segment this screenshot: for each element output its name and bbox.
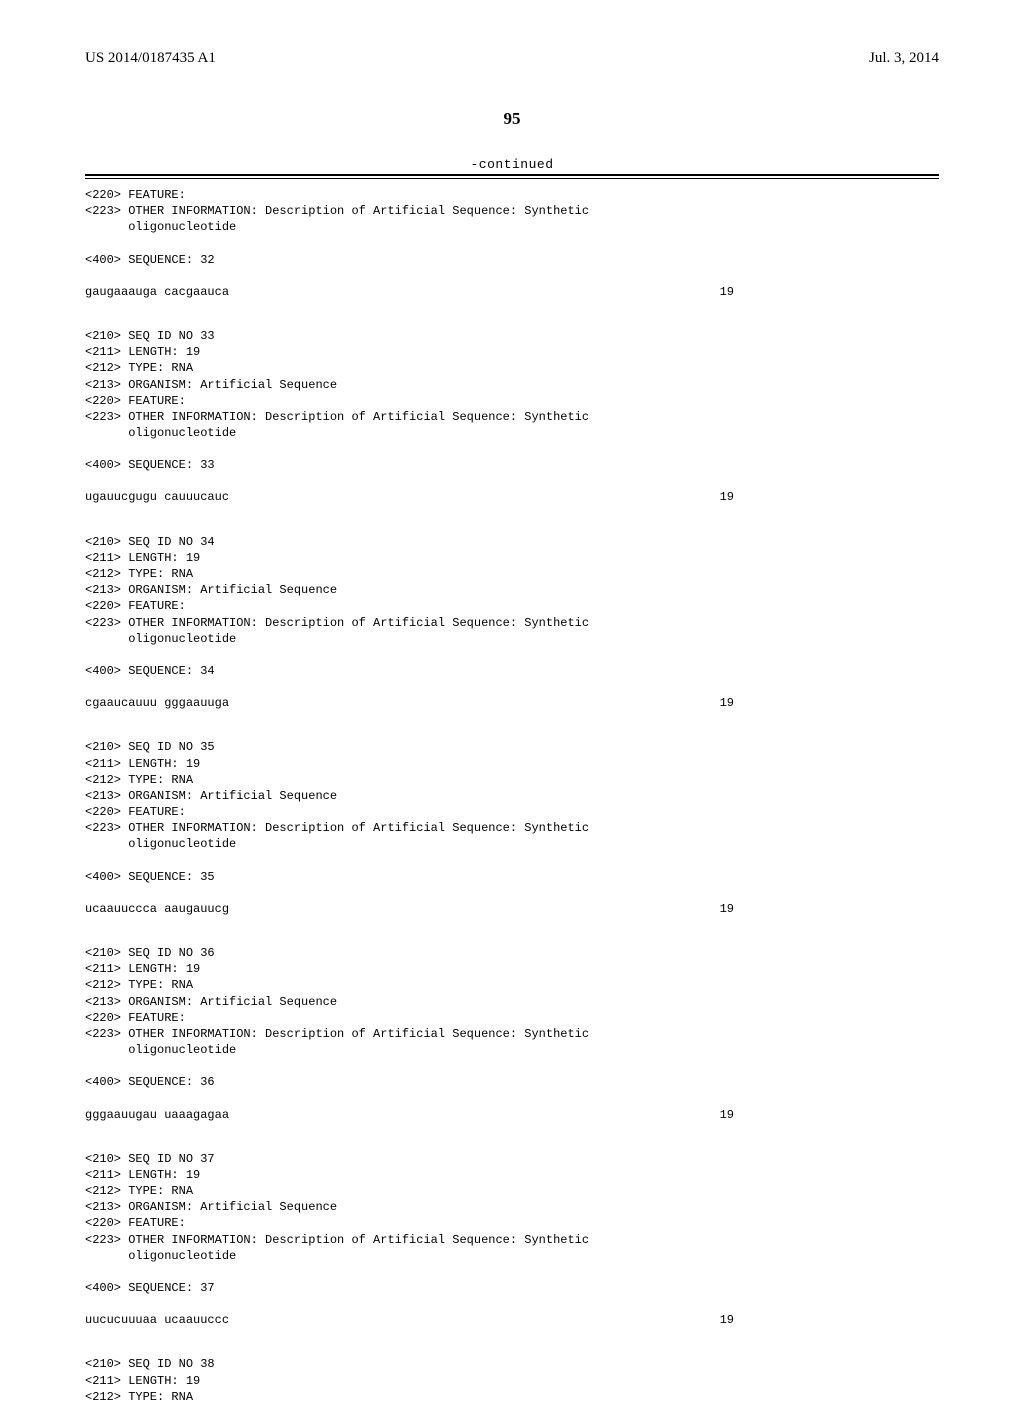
spacer (85, 1298, 939, 1312)
sequence-metadata: <210> SEQ ID NO 38 <211> LENGTH: 19 <212… (85, 1356, 939, 1405)
spacer (85, 238, 939, 252)
sequence-metadata: <210> SEQ ID NO 36 <211> LENGTH: 19 <212… (85, 945, 939, 1058)
sequence-listing: <220> FEATURE: <223> OTHER INFORMATION: … (85, 187, 939, 1405)
sequence-label: <400> SEQUENCE: 37 (85, 1280, 939, 1296)
publication-date: Jul. 3, 2014 (869, 50, 939, 67)
sequence-row: gaugaaauga cacgaauca 19 (85, 284, 939, 300)
spacer (85, 1125, 939, 1151)
spacer (85, 1060, 939, 1074)
patent-page: US 2014/0187435 A1 Jul. 3, 2014 95 -cont… (0, 0, 1024, 1320)
spacer (85, 919, 939, 945)
sequence-metadata: <210> SEQ ID NO 37 <211> LENGTH: 19 <212… (85, 1151, 939, 1264)
spacer (85, 475, 939, 489)
page-header: US 2014/0187435 A1 Jul. 3, 2014 (85, 50, 939, 67)
sequence-text: gaugaaauga cacgaauca (85, 284, 229, 300)
spacer (85, 681, 939, 695)
sequence-metadata: <220> FEATURE: <223> OTHER INFORMATION: … (85, 187, 939, 236)
sequence-text: ucaauuccca aaugauucg (85, 901, 229, 917)
sequence-label: <400> SEQUENCE: 34 (85, 663, 939, 679)
spacer (85, 443, 939, 457)
sequence-length: 19 (720, 284, 939, 300)
spacer (85, 887, 939, 901)
spacer (85, 270, 939, 284)
spacer (85, 649, 939, 663)
sequence-label: <400> SEQUENCE: 32 (85, 252, 939, 268)
sequence-length: 19 (720, 695, 939, 711)
spacer (85, 1093, 939, 1107)
sequence-label: <400> SEQUENCE: 33 (85, 457, 939, 473)
sequence-metadata: <210> SEQ ID NO 35 <211> LENGTH: 19 <212… (85, 739, 939, 852)
sequence-row: uucucuuuaa ucaauuccc 19 (85, 1312, 939, 1328)
sequence-metadata: <210> SEQ ID NO 33 <211> LENGTH: 19 <212… (85, 328, 939, 441)
spacer (85, 855, 939, 869)
sequence-length: 19 (720, 1107, 939, 1123)
sequence-length: 19 (720, 901, 939, 917)
sequence-length: 19 (720, 1312, 939, 1328)
sequence-row: gggaauugau uaaagagaa 19 (85, 1107, 939, 1123)
divider-rule (85, 174, 939, 179)
sequence-row: ucaauuccca aaugauucg 19 (85, 901, 939, 917)
continued-label: -continued (85, 157, 939, 172)
publication-number: US 2014/0187435 A1 (85, 50, 216, 67)
sequence-label: <400> SEQUENCE: 36 (85, 1074, 939, 1090)
spacer (85, 302, 939, 328)
sequence-label: <400> SEQUENCE: 35 (85, 869, 939, 885)
spacer (85, 1266, 939, 1280)
spacer (85, 713, 939, 739)
spacer (85, 508, 939, 534)
sequence-metadata: <210> SEQ ID NO 34 <211> LENGTH: 19 <212… (85, 534, 939, 647)
sequence-row: cgaaucauuu gggaauuga 19 (85, 695, 939, 711)
sequence-row: ugauucgugu cauuucauc 19 (85, 489, 939, 505)
spacer (85, 1330, 939, 1356)
sequence-length: 19 (720, 489, 939, 505)
page-number: 95 (85, 109, 939, 129)
sequence-text: cgaaucauuu gggaauuga (85, 695, 229, 711)
sequence-text: uucucuuuaa ucaauuccc (85, 1312, 229, 1328)
sequence-text: ugauucgugu cauuucauc (85, 489, 229, 505)
sequence-text: gggaauugau uaaagagaa (85, 1107, 229, 1123)
